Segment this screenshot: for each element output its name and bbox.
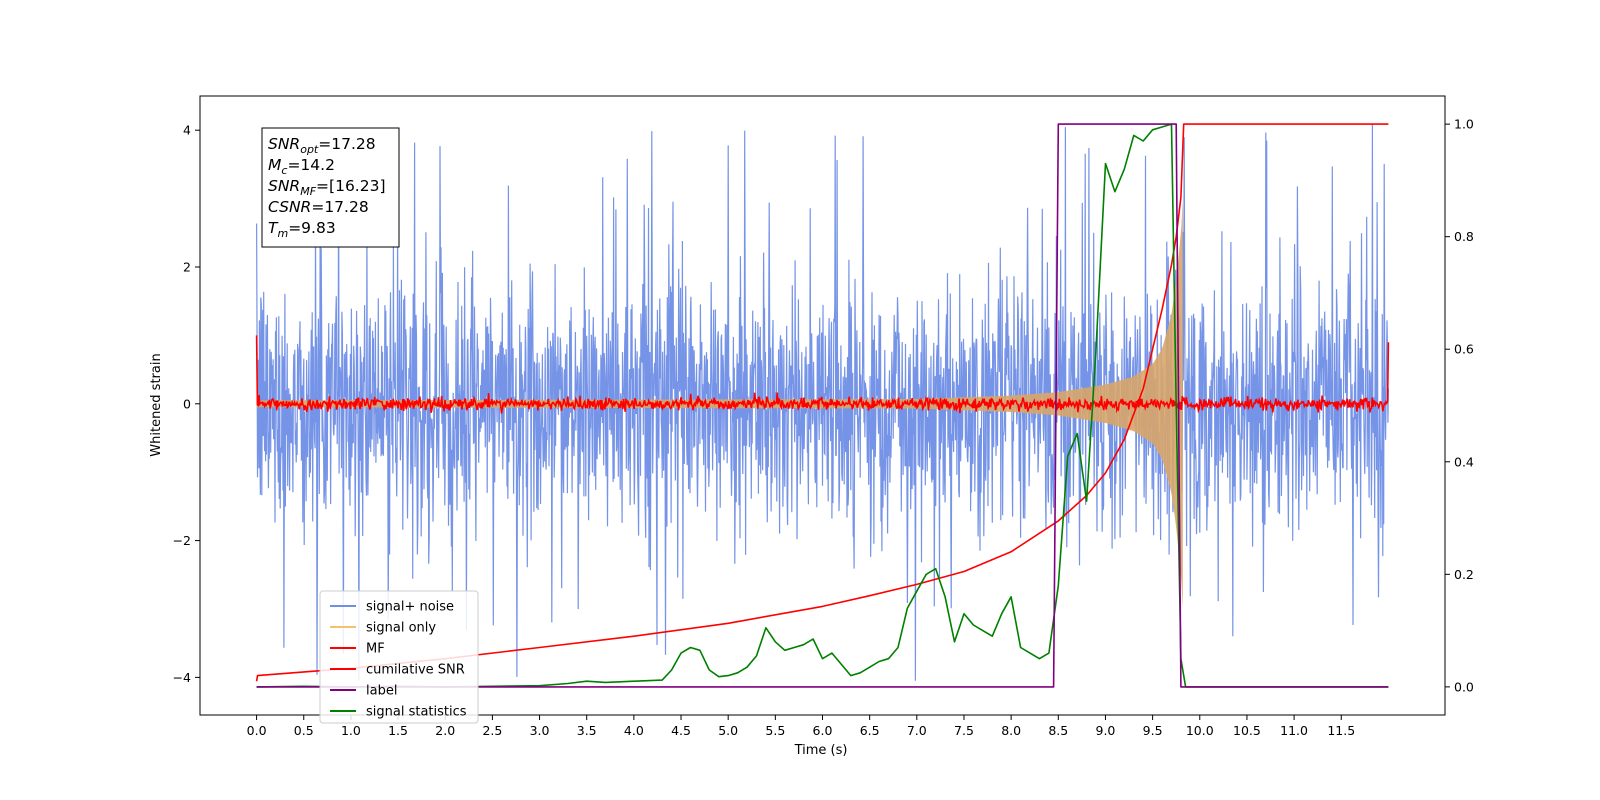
annotation-line: Tm=9.83 [268, 219, 336, 240]
series-label-line [256, 123, 1389, 688]
legend-entry: label [366, 684, 397, 699]
x-tick-label: 3.0 [530, 723, 550, 738]
y2-tick-label: 0.4 [1454, 454, 1474, 469]
y2-tick-label: 0.6 [1454, 342, 1474, 357]
x-tick-label: 6.5 [860, 723, 880, 738]
legend-entry: signal statistics [366, 705, 467, 720]
series-layer [255, 123, 1390, 688]
x-tick-label: 2.0 [435, 723, 455, 738]
x-tick-label: 5.0 [718, 723, 738, 738]
y-tick-label: −2 [173, 533, 191, 548]
x-axis: 0.0 0.5 1.0 1.5 2.0 2.5 3.0 3.5 4.0 4.5 5.0 5.5 6.0 6… [247, 715, 1355, 738]
legend-entry: signal only [366, 621, 436, 636]
y2-tick-label: 1.0 [1454, 117, 1474, 132]
x-tick-label: 11.0 [1280, 723, 1308, 738]
series-signal-statistics-line [256, 123, 1389, 688]
annotation-line: SNRopt=17.28 [268, 135, 376, 156]
x-tick-label: 9.0 [1096, 723, 1116, 738]
x-axis-label: Time (s) [794, 743, 848, 758]
annotation-box: SNRopt=17.28Mc=14.2SNRMF=[16.23]CSNR=17.… [261, 127, 400, 248]
annotation-line: CSNR=17.28 [268, 198, 369, 216]
y-tick-label: 2 [183, 259, 191, 274]
y2-tick-label: 0.2 [1454, 567, 1474, 582]
x-tick-label: 7.5 [954, 723, 974, 738]
x-tick-label: 8.5 [1048, 723, 1068, 738]
legend: signal+ noise signal only MF cumilative SNR… [319, 590, 479, 724]
x-tick-label: 5.5 [765, 723, 785, 738]
y-tick-label: 0 [183, 396, 191, 411]
x-tick-label: 4.5 [671, 723, 691, 738]
legend-entry: MF [366, 642, 385, 657]
x-tick-label: 8.0 [1001, 723, 1021, 738]
x-tick-label: 2.5 [482, 723, 502, 738]
x-tick-label: 0.5 [294, 723, 314, 738]
x-tick-label: 10.0 [1186, 723, 1214, 738]
legend-entry: signal+ noise [366, 600, 454, 615]
x-tick-label: 1.5 [388, 723, 408, 738]
annotation-line: Mc=14.2 [268, 156, 335, 177]
y2-tick-label: 0.0 [1454, 679, 1474, 694]
x-tick-label: 11.5 [1327, 723, 1355, 738]
x-tick-label: 0.0 [247, 723, 267, 738]
y-axis-left: −4 −2 0 2 4 [173, 123, 200, 685]
series-signal-noise-line [256, 123, 1389, 681]
x-tick-label: 9.5 [1143, 723, 1163, 738]
x-tick-label: 10.5 [1233, 723, 1261, 738]
x-tick-label: 6.0 [813, 723, 833, 738]
y-axis-label: Whitened strain [149, 353, 164, 456]
y-tick-label: 4 [183, 123, 191, 138]
y-tick-label: −4 [173, 670, 191, 685]
x-tick-label: 1.0 [341, 723, 361, 738]
annotation-line: SNRMF=[16.23] [268, 177, 386, 198]
series-cumilative-snr-line [255, 123, 1389, 682]
y-axis-right: 0.0 0.2 0.4 0.6 0.8 1.0 [1445, 117, 1474, 694]
x-tick-label: 4.0 [624, 723, 644, 738]
x-tick-label: 7.0 [907, 723, 927, 738]
x-tick-label: 3.5 [577, 723, 597, 738]
y2-tick-label: 0.8 [1454, 229, 1474, 244]
legend-entry: cumilative SNR [366, 663, 465, 678]
series-mf-line [255, 335, 1390, 414]
